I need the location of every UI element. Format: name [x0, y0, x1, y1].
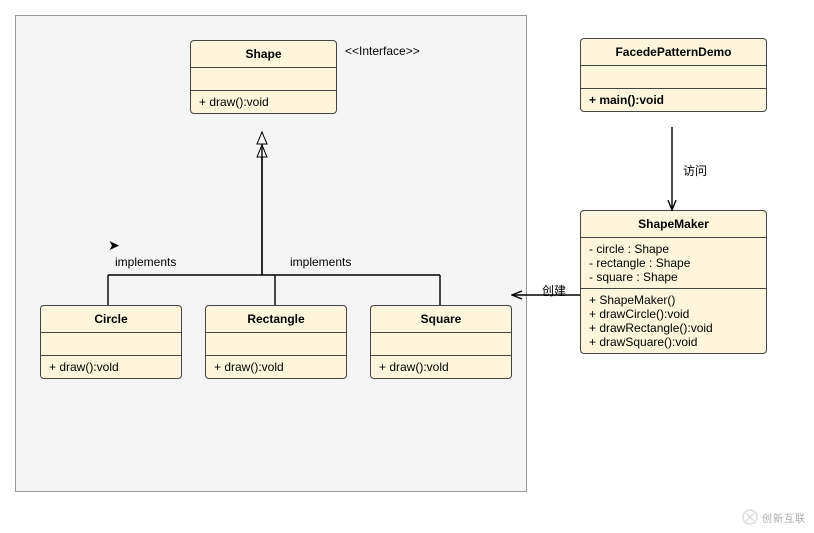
class-title: Rectangle: [206, 306, 346, 333]
class-shape-maker[interactable]: ShapeMaker - circle : Shape - rectangle …: [580, 210, 767, 354]
interface-stereotype-label: <<Interface>>: [345, 44, 420, 58]
class-ops: + main():void: [581, 89, 766, 111]
class-shape[interactable]: Shape + draw():void: [190, 40, 337, 114]
class-ops: + draw():vold: [41, 356, 181, 378]
class-title: ShapeMaker: [581, 211, 766, 238]
class-ops: + draw():vold: [206, 356, 346, 378]
edge-label-implements: implements: [290, 255, 351, 269]
class-title: FacedePatternDemo: [581, 39, 766, 66]
class-attrs: [581, 66, 766, 89]
logo-icon: [742, 509, 758, 525]
class-circle[interactable]: Circle + draw():vold: [40, 305, 182, 379]
class-square[interactable]: Square + draw():vold: [370, 305, 512, 379]
class-attrs: [371, 333, 511, 356]
edge-label-visit: 访问: [683, 162, 707, 179]
class-title: Circle: [41, 306, 181, 333]
class-facade-demo[interactable]: FacedePatternDemo + main():void: [580, 38, 767, 112]
class-title: Square: [371, 306, 511, 333]
watermark-logo: 创新互联: [742, 509, 806, 525]
edge-label-implements: implements: [115, 255, 176, 269]
logo-text: 创新互联: [762, 510, 806, 525]
class-rectangle[interactable]: Rectangle + draw():vold: [205, 305, 347, 379]
class-attrs: [206, 333, 346, 356]
cursor-icon: ➤: [108, 237, 120, 254]
edge-label-create: 创建: [542, 282, 566, 299]
class-title: Shape: [191, 41, 336, 68]
class-ops: + draw():vold: [371, 356, 511, 378]
class-ops: + draw():void: [191, 91, 336, 113]
class-attrs: - circle : Shape - rectangle : Shape - s…: [581, 238, 766, 289]
class-attrs: [41, 333, 181, 356]
class-attrs: [191, 68, 336, 91]
class-ops: + ShapeMaker() + drawCircle():void + dra…: [581, 289, 766, 353]
